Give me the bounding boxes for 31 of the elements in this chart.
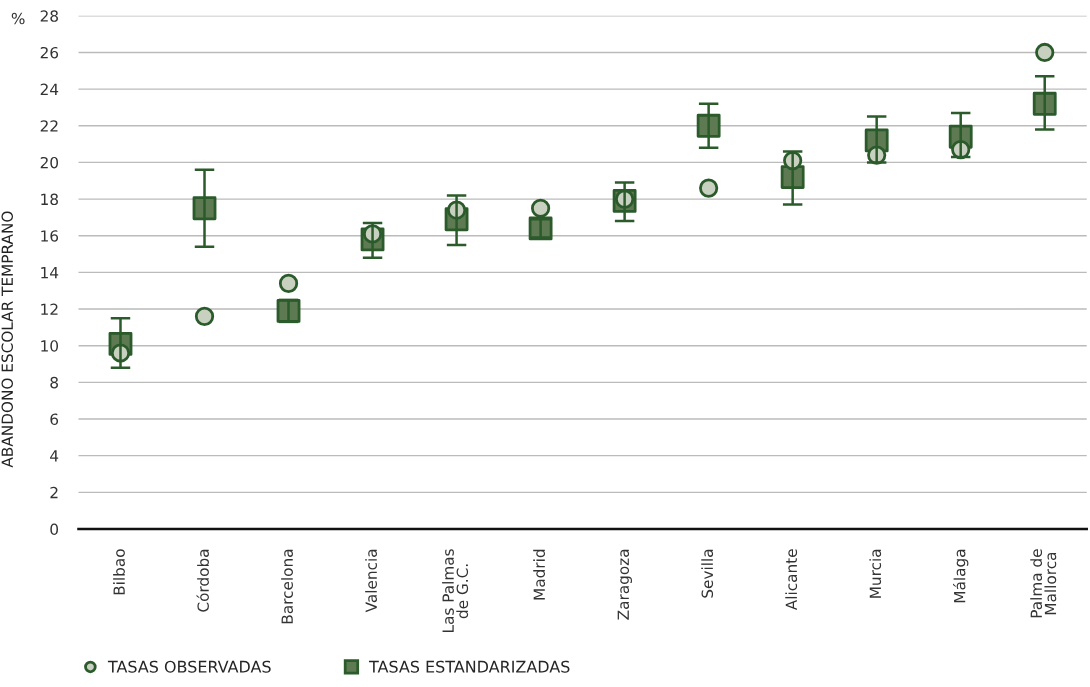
- x-tick-label: Las Palmas de G.C.: [442, 549, 469, 632]
- y-tick-label: 14: [41, 267, 59, 279]
- x-tick-label: Zaragoza: [617, 549, 633, 620]
- x-tick-label: Córdoba: [196, 549, 209, 612]
- x-tick-label: Sevilla: [701, 549, 714, 598]
- y-tick-label: 24: [40, 83, 59, 95]
- x-tick-label: Valencia: [365, 549, 377, 613]
- y-tick-label: 18: [41, 193, 58, 206]
- legend-label: TASAS ESTANDARIZADAS: [368, 660, 570, 673]
- x-tick-label: Madrid: [533, 549, 546, 600]
- y-tick-label: 4: [50, 450, 59, 462]
- y-tick-label: 26: [40, 46, 59, 59]
- y-axis-title: ABANDONO ESCOLAR TEMPRANO: [1, 211, 14, 468]
- y-tick-label: 12: [41, 303, 58, 315]
- y-tick-label: 22: [40, 120, 58, 132]
- y-tick-label: 28: [40, 10, 58, 22]
- x-tick-label: Barcelona: [281, 549, 293, 624]
- y-tick-label: 16: [41, 230, 59, 242]
- x-tick-label: Alicante: [785, 549, 798, 611]
- y-tick-label: 10: [41, 340, 59, 352]
- x-tick-label: Bilbao: [113, 549, 125, 595]
- y-tick-label: 20: [40, 156, 59, 169]
- y-tick-label: 8: [50, 376, 58, 389]
- y-tick-label: 6: [50, 413, 59, 426]
- text: %: [11, 12, 25, 25]
- legend-label: TASAS OBSERVADAS: [107, 660, 271, 673]
- x-tick-label: Málaga: [953, 549, 969, 603]
- y-tick-label: 2: [50, 486, 58, 499]
- x-tick-label: Palma de Mallorca: [1030, 549, 1057, 618]
- x-tick-label: Murcia: [869, 549, 882, 598]
- y-tick-label: 0: [50, 523, 59, 536]
